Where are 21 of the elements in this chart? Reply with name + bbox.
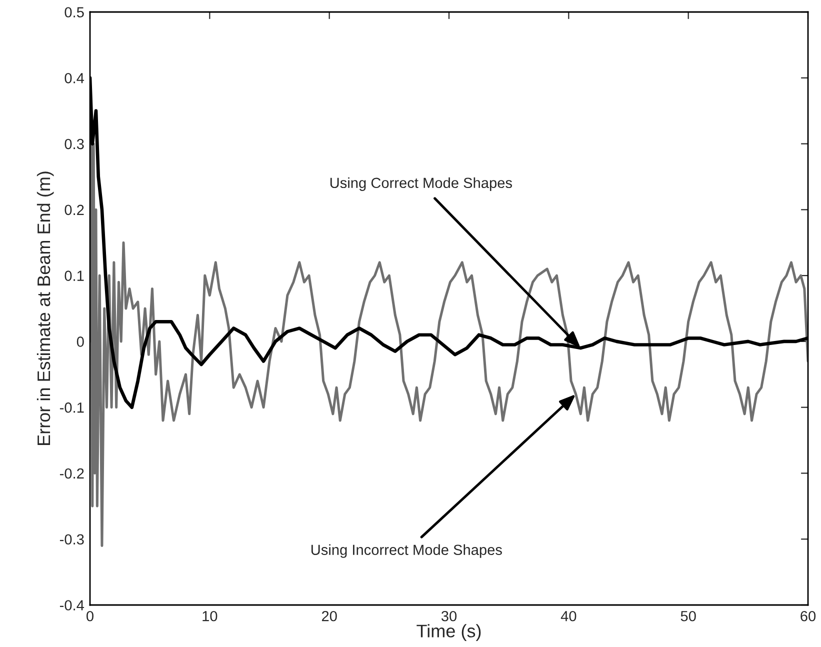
x-tick-label: 30 [441, 610, 457, 622]
x-tick-label: 10 [202, 610, 218, 622]
y-tick-label: 0.3 [64, 138, 84, 150]
y-tick-label: -0.4 [60, 600, 84, 610]
y-tick-label: 0.5 [64, 7, 84, 18]
y-tick-label: -0.1 [60, 402, 84, 413]
annotation: Using Correct Mode Shapes [330, 177, 512, 191]
x-tick-label: 60 [800, 610, 816, 622]
annotation: Using Incorrect Mode Shapes [311, 544, 502, 558]
x-axis-title: Time (s) [416, 624, 481, 641]
y-tick-label: -0.2 [60, 468, 84, 479]
x-tick-label: 0 [86, 610, 94, 622]
y-axis-title: Error in Estimate at Beam End (m) [36, 172, 54, 445]
y-tick-label: 0.4 [64, 72, 84, 84]
y-tick-label: 0 [76, 336, 84, 347]
y-tick-label: 0.1 [64, 270, 84, 281]
x-tick-label: 40 [560, 610, 576, 622]
y-tick-label: 0.2 [64, 204, 84, 216]
x-tick-label: 50 [680, 610, 696, 622]
y-tick-label: -0.3 [60, 534, 84, 545]
x-tick-label: 20 [322, 610, 337, 622]
